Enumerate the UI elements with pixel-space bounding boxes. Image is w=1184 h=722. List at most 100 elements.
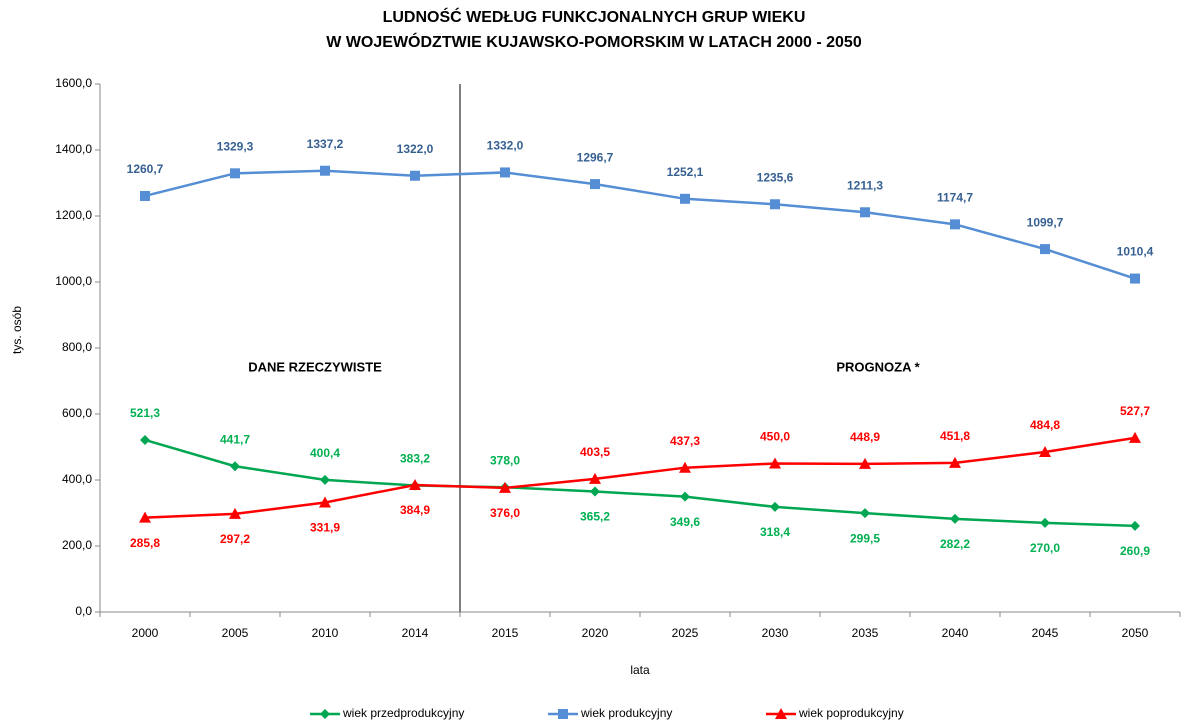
data-label: 376,0	[490, 506, 520, 520]
marker	[950, 513, 960, 524]
data-label: 400,4	[310, 446, 340, 460]
marker	[320, 165, 330, 176]
data-label: 365,2	[580, 510, 610, 524]
data-label: 331,9	[310, 521, 340, 535]
marker	[409, 478, 421, 490]
marker	[949, 456, 961, 468]
data-label: 450,0	[760, 430, 790, 444]
x-tick-label: 2020	[582, 626, 609, 640]
marker	[590, 486, 600, 497]
series-line	[144, 169, 1136, 280]
marker	[320, 709, 330, 719]
marker	[1129, 431, 1141, 443]
marker	[140, 190, 150, 201]
data-label: 521,3	[130, 406, 160, 420]
x-tick-label: 2045	[1032, 626, 1059, 640]
annotation: PROGNOZA *	[836, 359, 920, 374]
marker	[860, 207, 870, 218]
data-label: 282,2	[940, 537, 970, 551]
marker	[1130, 520, 1140, 531]
y-tick-label: 400,0	[62, 472, 92, 486]
y-tick-label: 600,0	[62, 406, 92, 420]
x-tick-label: 2014	[402, 626, 429, 640]
series-line	[144, 436, 1136, 519]
y-tick-label: 1000,0	[55, 274, 92, 288]
data-label: 448,9	[850, 430, 880, 444]
marker	[770, 199, 780, 210]
data-label: 437,3	[670, 434, 700, 448]
y-tick-label: 1400,0	[55, 142, 92, 156]
data-label: 1174,7	[937, 191, 973, 205]
marker	[770, 501, 780, 512]
y-tick-label: 0,0	[75, 604, 92, 618]
marker	[680, 491, 690, 502]
x-tick-label: 2025	[672, 626, 699, 640]
marker	[500, 167, 510, 178]
marker	[769, 457, 781, 469]
data-label: 1260,7	[127, 162, 164, 176]
marker	[679, 461, 691, 473]
marker	[319, 496, 331, 508]
marker	[950, 219, 960, 230]
x-tick-label: 2015	[492, 626, 519, 640]
data-label: 383,2	[400, 452, 430, 466]
marker	[410, 170, 420, 181]
data-label: 1211,3	[847, 178, 883, 192]
marker	[1130, 273, 1140, 284]
legend-label: wiek poprodukcyjny	[798, 706, 904, 720]
y-tick-label: 1600,0	[55, 76, 92, 90]
data-label: 299,5	[850, 531, 880, 545]
data-label: 451,8	[940, 429, 970, 443]
data-label: 384,9	[400, 503, 430, 517]
annotation: DANE RZECZYWISTE	[248, 359, 382, 374]
data-label: 403,5	[580, 445, 610, 459]
data-label: 260,9	[1120, 544, 1150, 558]
data-label: 270,0	[1030, 541, 1060, 555]
chart-title: W WOJEWÓDZTWIE KUJAWSKO-POMORSKIM W LATA…	[326, 32, 862, 51]
x-tick-label: 2040	[942, 626, 969, 640]
data-label: 1235,6	[757, 170, 794, 184]
x-tick-label: 2005	[222, 626, 249, 640]
legend-label: wiek przedprodukcyjny	[342, 706, 464, 720]
data-label: 1322,0	[397, 142, 434, 156]
data-label: 378,0	[490, 453, 520, 467]
data-label: 349,6	[670, 515, 700, 529]
marker	[229, 507, 241, 519]
marker	[859, 457, 871, 469]
x-tick-label: 2035	[852, 626, 879, 640]
marker	[139, 511, 151, 523]
marker	[589, 472, 601, 484]
marker	[140, 434, 150, 445]
data-label: 1252,1	[667, 165, 704, 179]
data-label: 1010,4	[1117, 245, 1154, 259]
x-axis-label: lata	[630, 663, 650, 677]
legend-label: wiek produkcyjny	[580, 706, 672, 720]
series-line	[144, 438, 1136, 528]
data-label: 527,7	[1120, 404, 1150, 418]
x-tick-label: 2030	[762, 626, 789, 640]
marker	[1039, 446, 1051, 458]
chart-title: LUDNOŚĆ WEDŁUG FUNKCJONALNYCH GRUP WIEKU	[383, 7, 806, 26]
y-tick-label: 800,0	[62, 340, 92, 354]
y-tick-label: 1200,0	[55, 208, 92, 222]
data-label: 297,2	[220, 532, 250, 546]
data-label: 1329,3	[217, 140, 254, 154]
marker	[1040, 244, 1050, 255]
marker	[320, 474, 330, 485]
marker	[680, 193, 690, 204]
marker	[230, 461, 240, 472]
data-label: 441,7	[220, 432, 250, 446]
marker	[499, 481, 511, 493]
data-label: 318,4	[760, 525, 790, 539]
data-label: 1296,7	[577, 150, 614, 164]
data-label: 285,8	[130, 536, 160, 550]
x-tick-label: 2050	[1122, 626, 1149, 640]
marker	[860, 508, 870, 519]
marker	[775, 708, 787, 719]
marker	[230, 168, 240, 179]
data-label: 484,8	[1030, 418, 1060, 432]
x-tick-label: 2000	[132, 626, 159, 640]
data-label: 1337,2	[307, 137, 344, 151]
marker	[558, 709, 568, 719]
